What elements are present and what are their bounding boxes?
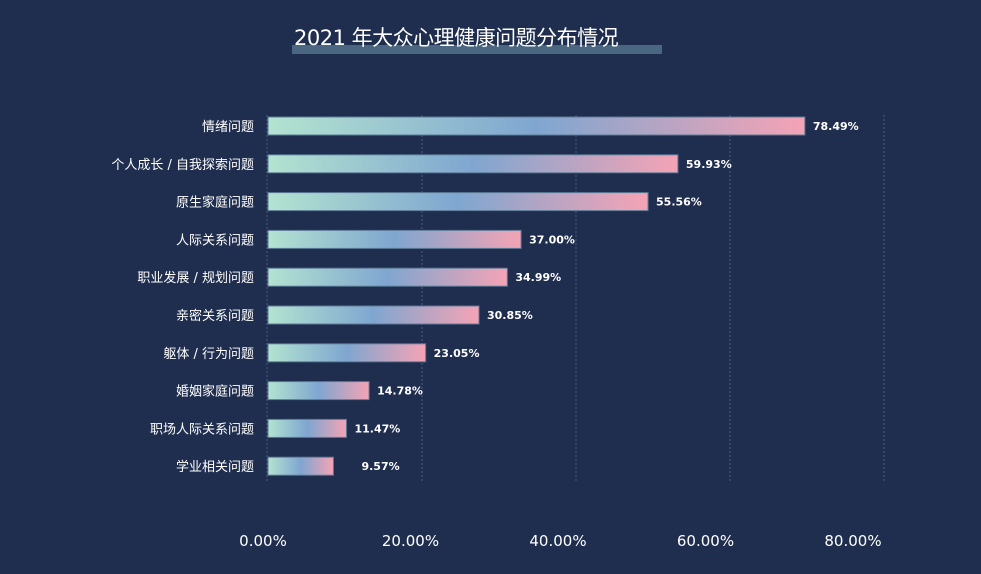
category-label: 学业相关问题 bbox=[176, 459, 254, 475]
category-label: 个人成长 / 自我探索问题 bbox=[111, 158, 254, 173]
value-label: 9.57% bbox=[361, 460, 399, 473]
category-label: 职业发展 / 规划问题 bbox=[137, 270, 254, 286]
value-label: 34.99% bbox=[515, 271, 561, 284]
bar bbox=[267, 381, 370, 401]
bar bbox=[267, 192, 649, 212]
value-label: 37.00% bbox=[529, 233, 575, 246]
chart-title: 2021 年大众心理健康问题分布情况 bbox=[294, 26, 619, 50]
value-label: 78.49% bbox=[813, 120, 859, 133]
x-tick-label: 20.00% bbox=[382, 532, 439, 550]
bar bbox=[267, 267, 508, 287]
bar bbox=[267, 305, 480, 325]
bar bbox=[267, 418, 347, 438]
value-label: 30.85% bbox=[487, 309, 533, 322]
x-tick-label: 0.00% bbox=[239, 532, 287, 550]
x-tick-label: 80.00% bbox=[824, 532, 881, 550]
category-label: 婚姻家庭问题 bbox=[176, 384, 254, 400]
value-label: 11.47% bbox=[354, 422, 400, 435]
chart-title-block: 2021 年大众心理健康问题分布情况 bbox=[292, 22, 662, 56]
x-tick-label: 60.00% bbox=[677, 532, 734, 550]
value-label: 23.05% bbox=[434, 347, 480, 360]
category-label: 人际关系问题 bbox=[176, 233, 254, 248]
bar bbox=[267, 154, 679, 174]
category-label: 职场人际关系问题 bbox=[150, 422, 254, 437]
bar bbox=[267, 229, 522, 249]
value-label: 14.78% bbox=[377, 385, 423, 398]
bar bbox=[267, 456, 334, 476]
bar bbox=[267, 116, 806, 136]
category-label: 躯体 / 行为问题 bbox=[163, 346, 254, 362]
bar bbox=[267, 343, 427, 363]
x-tick-label: 40.00% bbox=[529, 532, 586, 550]
category-label: 情绪问题 bbox=[202, 120, 254, 135]
value-label: 55.56% bbox=[656, 196, 702, 209]
category-label: 原生家庭问题 bbox=[176, 195, 254, 211]
value-label: 59.93% bbox=[686, 158, 732, 171]
category-label: 亲密关系问题 bbox=[176, 308, 254, 324]
title-underline bbox=[292, 45, 662, 54]
